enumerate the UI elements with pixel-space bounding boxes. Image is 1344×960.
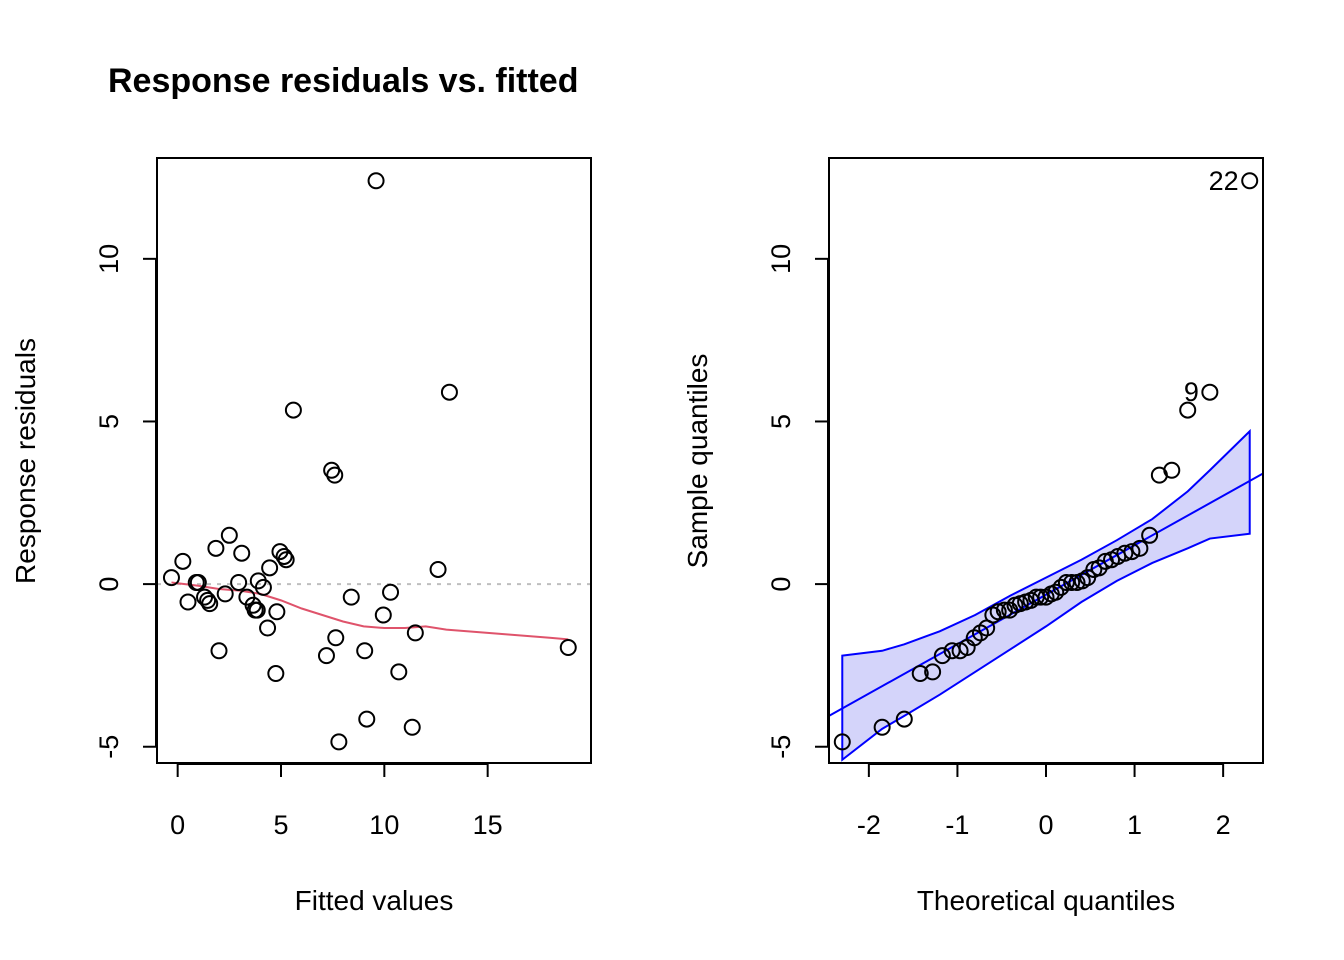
qq-reference-line <box>828 472 1264 717</box>
data-point <box>403 718 421 736</box>
data-point <box>230 573 248 591</box>
data-point <box>1163 461 1181 479</box>
data-point <box>374 606 392 624</box>
data-point <box>358 710 376 728</box>
data-point <box>179 593 197 611</box>
data-point <box>189 573 207 591</box>
data-point <box>1131 539 1149 557</box>
x-tick-label: 5 <box>273 810 288 840</box>
x-tick-label: 2 <box>1216 810 1231 840</box>
y-tick-label: -5 <box>94 735 124 759</box>
data-point <box>1141 526 1159 544</box>
data-point <box>873 718 891 736</box>
x-tick-label: 1 <box>1127 810 1142 840</box>
data-point <box>1123 543 1141 561</box>
data-point <box>429 560 447 578</box>
data-point <box>367 172 385 190</box>
data-point <box>174 552 192 570</box>
data-point <box>216 585 234 603</box>
data-point <box>1047 583 1065 601</box>
data-point <box>1032 588 1050 606</box>
y-tick-label: 0 <box>766 577 796 592</box>
data-point <box>275 547 293 565</box>
data-point <box>207 539 225 557</box>
x-axis-label: Theoretical quantiles <box>917 885 1175 916</box>
data-point <box>933 647 951 665</box>
chart-title: Response residuals vs. fitted <box>108 62 579 100</box>
data-point <box>382 583 400 601</box>
data-point <box>1052 578 1070 596</box>
data-point <box>277 551 295 569</box>
data-point <box>210 642 228 660</box>
y-tick-label: 10 <box>766 244 796 274</box>
data-point <box>326 466 344 484</box>
data-point <box>220 526 238 544</box>
x-tick-label: 15 <box>473 810 503 840</box>
data-point <box>390 663 408 681</box>
data-point <box>284 401 302 419</box>
x-axis-label: Fitted values <box>295 885 454 916</box>
x-tick-label: 0 <box>1038 810 1053 840</box>
data-point <box>261 559 279 577</box>
data-point <box>1241 172 1259 190</box>
data-point <box>924 663 942 681</box>
data-point <box>268 603 286 621</box>
y-axis-label: Sample quantiles <box>682 354 713 569</box>
data-point <box>327 629 345 647</box>
data-point <box>267 665 285 683</box>
data-point <box>259 619 277 637</box>
data-point <box>559 639 577 657</box>
data-point <box>440 383 458 401</box>
data-point <box>254 578 272 596</box>
data-point <box>201 595 219 613</box>
y-tick-label: 5 <box>766 414 796 429</box>
data-point <box>248 601 266 619</box>
plot-frame <box>156 157 592 764</box>
point-label: 22 <box>1209 166 1239 196</box>
data-point <box>406 624 424 642</box>
x-tick-label: -2 <box>857 810 881 840</box>
data-point <box>989 603 1007 621</box>
point-label: 9 <box>1184 377 1199 407</box>
data-point <box>199 591 217 609</box>
data-point <box>342 588 360 606</box>
smooth-line <box>171 581 569 641</box>
y-tick-label: -5 <box>766 735 796 759</box>
data-point <box>895 710 913 728</box>
data-point <box>233 544 251 562</box>
y-tick-label: 5 <box>94 414 124 429</box>
data-point <box>317 647 335 665</box>
data-point <box>1063 573 1081 591</box>
qq-plot-panel: 22 9 -2 -1 0 1 2 -5 0 5 10 Theoretical quantiles… <box>682 157 1264 916</box>
x-tick-label: -1 <box>945 810 969 840</box>
data-point <box>911 665 929 683</box>
data-point <box>1179 401 1197 419</box>
data-point <box>356 642 374 660</box>
y-axis-label: Response residuals <box>10 338 41 584</box>
x-tick-label: 10 <box>369 810 399 840</box>
y-tick-label: 10 <box>94 244 124 274</box>
data-point <box>833 733 851 751</box>
data-point <box>1057 573 1075 591</box>
data-point <box>162 569 180 587</box>
data-point <box>330 733 348 751</box>
y-tick-label: 0 <box>94 577 124 592</box>
data-point <box>1201 383 1219 401</box>
residuals-vs-fitted-panel: Response residuals vs. fitted 0 5 10 15 -5 0… <box>10 62 592 916</box>
data-point <box>1116 544 1134 562</box>
x-tick-label: 0 <box>170 810 185 840</box>
data-point <box>995 601 1013 619</box>
